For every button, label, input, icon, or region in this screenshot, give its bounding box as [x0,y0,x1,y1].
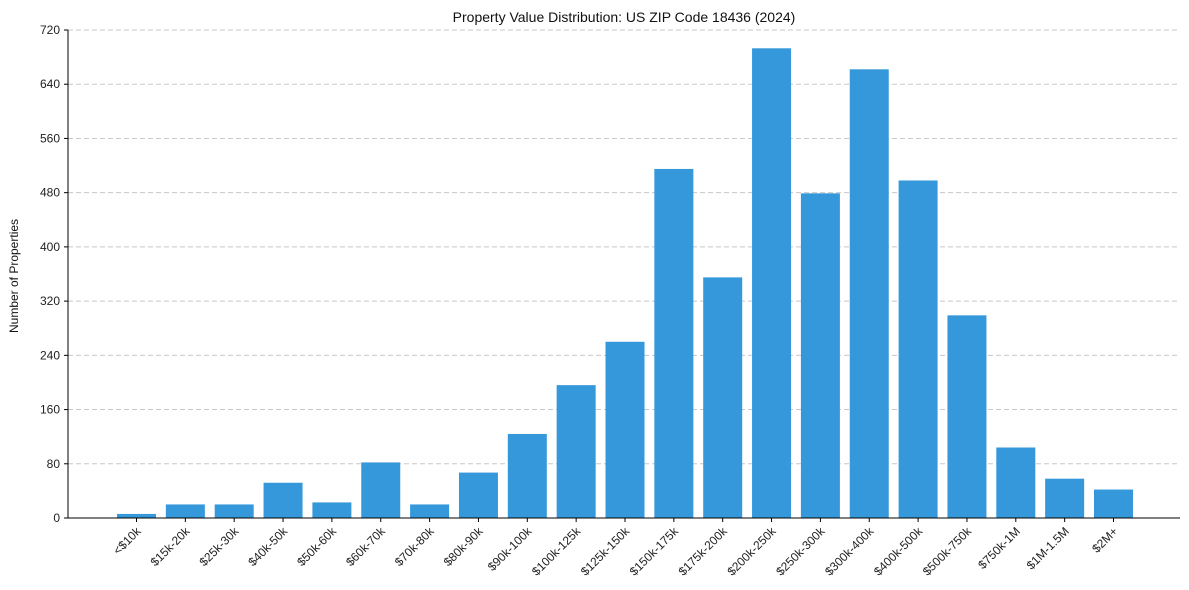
bar [507,433,547,518]
y-tick-label: 640 [40,77,60,91]
x-tick-label: $90k-100k [485,524,535,574]
bar [1094,489,1133,518]
x-tick-label: $1M-1.5M [1024,524,1072,572]
x-tick-label: $40k-50k [245,524,291,570]
x-tick-label: $125k-150k [578,524,633,579]
bar [165,504,205,518]
bar [703,277,743,518]
x-tick-label: $70k-80k [392,524,438,570]
bar [117,513,156,518]
bar [996,447,1036,518]
x-tick-label: $250k-300k [773,524,828,579]
x-tick-label: $500k-750k [920,524,975,579]
x-tick-label: $200k-250k [724,524,779,579]
y-tick-label: 480 [40,186,60,200]
y-tick-label: 80 [47,457,61,471]
x-tick-label: $175k-200k [676,524,731,579]
x-tick-label: $750k-1M [975,524,1023,572]
x-tick-label: $150k-175k [627,524,682,579]
bar [214,504,254,518]
x-tick-label: $400k-500k [871,524,926,579]
bar [410,504,450,518]
bar [1045,478,1085,518]
bar [849,69,889,519]
bar [898,180,938,518]
y-tick-label: 560 [40,131,60,145]
x-tick-label: $80k-90k [441,524,487,570]
x-tick-label: $15k-20k [148,524,194,570]
x-tick-label: $300k-400k [822,524,877,579]
x-tick-label: $50k-60k [294,524,340,570]
bar [947,315,987,518]
bar [361,462,401,518]
x-ticks: <$10k $15k-20k $25k-30k $40k-50k $50k-60k $60… [110,518,1121,579]
bar [263,482,303,518]
bar [605,341,645,518]
chart-title: Property Value Distribution: US ZIP Code… [453,9,796,25]
x-tick-label: $60k-70k [343,524,389,570]
y-tick-label: 160 [40,403,60,417]
y-tick-label: 320 [40,294,60,308]
y-tick-label: 400 [40,240,60,254]
bar [752,48,792,519]
x-tick-label: <$10k [110,524,144,558]
bar [800,193,840,518]
bars [117,48,1133,519]
bar [458,472,498,518]
x-tick-label: $25k-30k [197,524,243,570]
y-ticks: 0 80 160 240 320 400 480 560 640 720 [40,23,68,525]
y-tick-label: 0 [53,511,60,525]
x-tick-label: $100k-125k [529,524,584,579]
y-tick-label: 720 [40,23,60,37]
x-tick-label: $2M+ [1089,524,1120,555]
bar [556,385,596,518]
bar [654,168,694,518]
bar [312,502,352,518]
y-tick-label: 240 [40,348,60,362]
y-axis-label: Number of Properties [7,219,21,333]
